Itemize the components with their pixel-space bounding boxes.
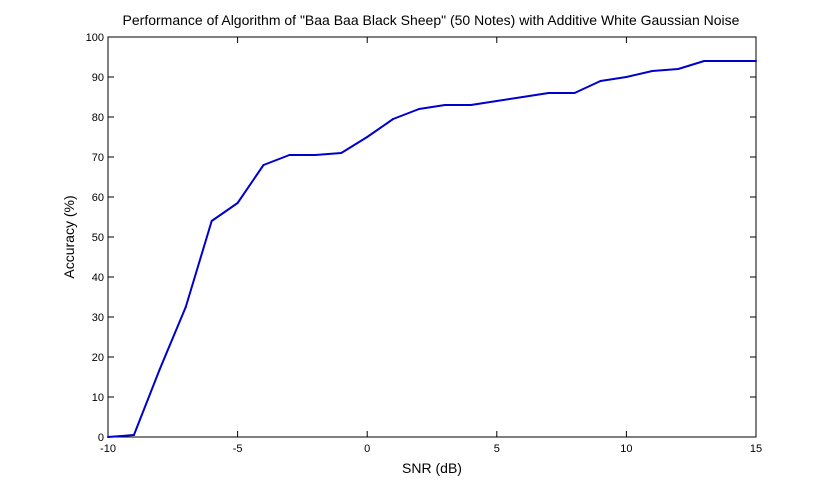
y-tick-label-1: 10 (92, 392, 104, 404)
data-point-0-18 (573, 92, 576, 94)
x-tick-label-4: 10 (620, 443, 632, 455)
data-point-0-3 (184, 306, 187, 308)
data-point-0-25 (755, 60, 757, 62)
data-point-0-13 (443, 104, 446, 106)
data-point-0-20 (625, 76, 628, 78)
data-point-0-6 (262, 164, 265, 166)
y-tick-label-0: 0 (98, 432, 104, 444)
x-tick-label-0: -10 (100, 443, 116, 455)
y-tick-label-8: 80 (92, 112, 104, 124)
data-point-0-2 (158, 368, 161, 370)
x-tick-label-3: 5 (494, 443, 500, 455)
x-tick-label-2: 0 (364, 443, 370, 455)
x-axis-label: SNR (dB) (402, 460, 462, 476)
data-point-0-14 (469, 104, 472, 106)
data-point-0-1 (132, 434, 135, 436)
data-point-0-4 (210, 220, 213, 222)
data-point-0-24 (729, 60, 732, 62)
y-tick-label-4: 40 (92, 272, 104, 284)
x-tick-label-1: -5 (233, 443, 243, 455)
data-point-0-23 (703, 60, 706, 62)
data-point-0-0 (107, 436, 109, 438)
y-tick-label-7: 70 (92, 152, 104, 164)
y-tick-label-5: 50 (92, 232, 104, 244)
data-point-0-16 (521, 96, 524, 98)
y-tick-label-9: 90 (92, 72, 104, 84)
y-axis-label: Accuracy (%) (61, 195, 77, 278)
y-tick-label-6: 60 (92, 192, 104, 204)
data-point-0-21 (651, 70, 654, 72)
series-line-0 (107, 60, 756, 438)
data-point-0-17 (547, 92, 550, 94)
axis-ticks: -10 -5 0 5 10 15 0 10 20 30 40 50 60 70 80 90 100 (86, 32, 762, 455)
data-point-0-22 (677, 68, 680, 70)
data-point-0-8 (314, 154, 317, 156)
data-point-0-12 (418, 108, 421, 110)
data-point-0-9 (340, 152, 343, 154)
y-tick-label-2: 20 (92, 352, 104, 364)
data-point-0-7 (288, 154, 291, 156)
data-point-0-19 (599, 80, 602, 82)
x-tick-label-5: 15 (750, 443, 762, 455)
y-tick-label-3: 30 (92, 312, 104, 324)
data-point-0-10 (366, 136, 369, 138)
series-layer (107, 60, 757, 438)
data-point-0-11 (392, 118, 395, 120)
y-tick-label-10: 100 (86, 32, 104, 44)
data-point-0-15 (495, 100, 498, 102)
data-point-0-5 (236, 202, 239, 204)
plot-area (107, 36, 757, 438)
chart-title: Performance of Algorithm of "Baa Baa Bla… (123, 12, 740, 28)
